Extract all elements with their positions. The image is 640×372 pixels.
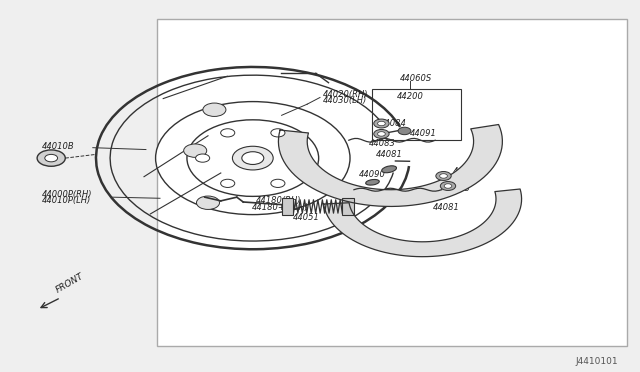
- Circle shape: [440, 174, 447, 178]
- Text: J4410101: J4410101: [575, 357, 618, 366]
- Bar: [282, 198, 293, 215]
- Circle shape: [221, 179, 235, 187]
- Ellipse shape: [365, 179, 380, 185]
- Text: 44010B: 44010B: [42, 142, 74, 151]
- Text: FRONT: FRONT: [54, 272, 86, 295]
- Text: 44084: 44084: [380, 119, 406, 128]
- Circle shape: [378, 121, 385, 126]
- Circle shape: [436, 171, 451, 180]
- Circle shape: [196, 196, 220, 209]
- Text: 44051: 44051: [293, 213, 320, 222]
- Text: 44030(LH): 44030(LH): [323, 96, 367, 105]
- Text: 44180(RH): 44180(RH): [256, 196, 301, 205]
- Circle shape: [184, 144, 207, 157]
- Text: 44081: 44081: [433, 203, 460, 212]
- Text: 44091: 44091: [410, 129, 436, 138]
- Text: 44083: 44083: [444, 185, 470, 193]
- Bar: [372, 89, 461, 140]
- Circle shape: [398, 127, 411, 135]
- Text: 44083: 44083: [369, 140, 396, 148]
- Circle shape: [440, 182, 456, 190]
- Circle shape: [242, 152, 264, 164]
- Polygon shape: [278, 125, 502, 206]
- Circle shape: [196, 154, 210, 162]
- Circle shape: [187, 120, 319, 196]
- Circle shape: [232, 146, 273, 170]
- Ellipse shape: [381, 166, 397, 173]
- Circle shape: [221, 129, 235, 137]
- Text: 44081: 44081: [376, 150, 403, 159]
- Circle shape: [374, 119, 389, 128]
- Circle shape: [37, 150, 65, 166]
- Text: 44060S: 44060S: [399, 74, 431, 83]
- Bar: [157, 19, 627, 346]
- Text: 44090: 44090: [358, 170, 385, 179]
- Circle shape: [156, 102, 350, 215]
- Text: 44000P(RH): 44000P(RH): [42, 190, 92, 199]
- Text: 44084: 44084: [453, 167, 480, 176]
- Text: 44200: 44200: [397, 92, 424, 101]
- Text: 44010P(LH): 44010P(LH): [42, 196, 91, 205]
- Circle shape: [45, 154, 58, 162]
- Circle shape: [271, 129, 285, 137]
- Circle shape: [378, 132, 385, 136]
- Circle shape: [271, 179, 285, 187]
- Bar: [342, 198, 354, 215]
- Polygon shape: [324, 189, 522, 257]
- Circle shape: [444, 184, 452, 188]
- Circle shape: [374, 129, 389, 138]
- Text: 44020(RH): 44020(RH): [323, 90, 369, 99]
- Text: 44180+A(LH): 44180+A(LH): [252, 203, 308, 212]
- Circle shape: [203, 103, 226, 116]
